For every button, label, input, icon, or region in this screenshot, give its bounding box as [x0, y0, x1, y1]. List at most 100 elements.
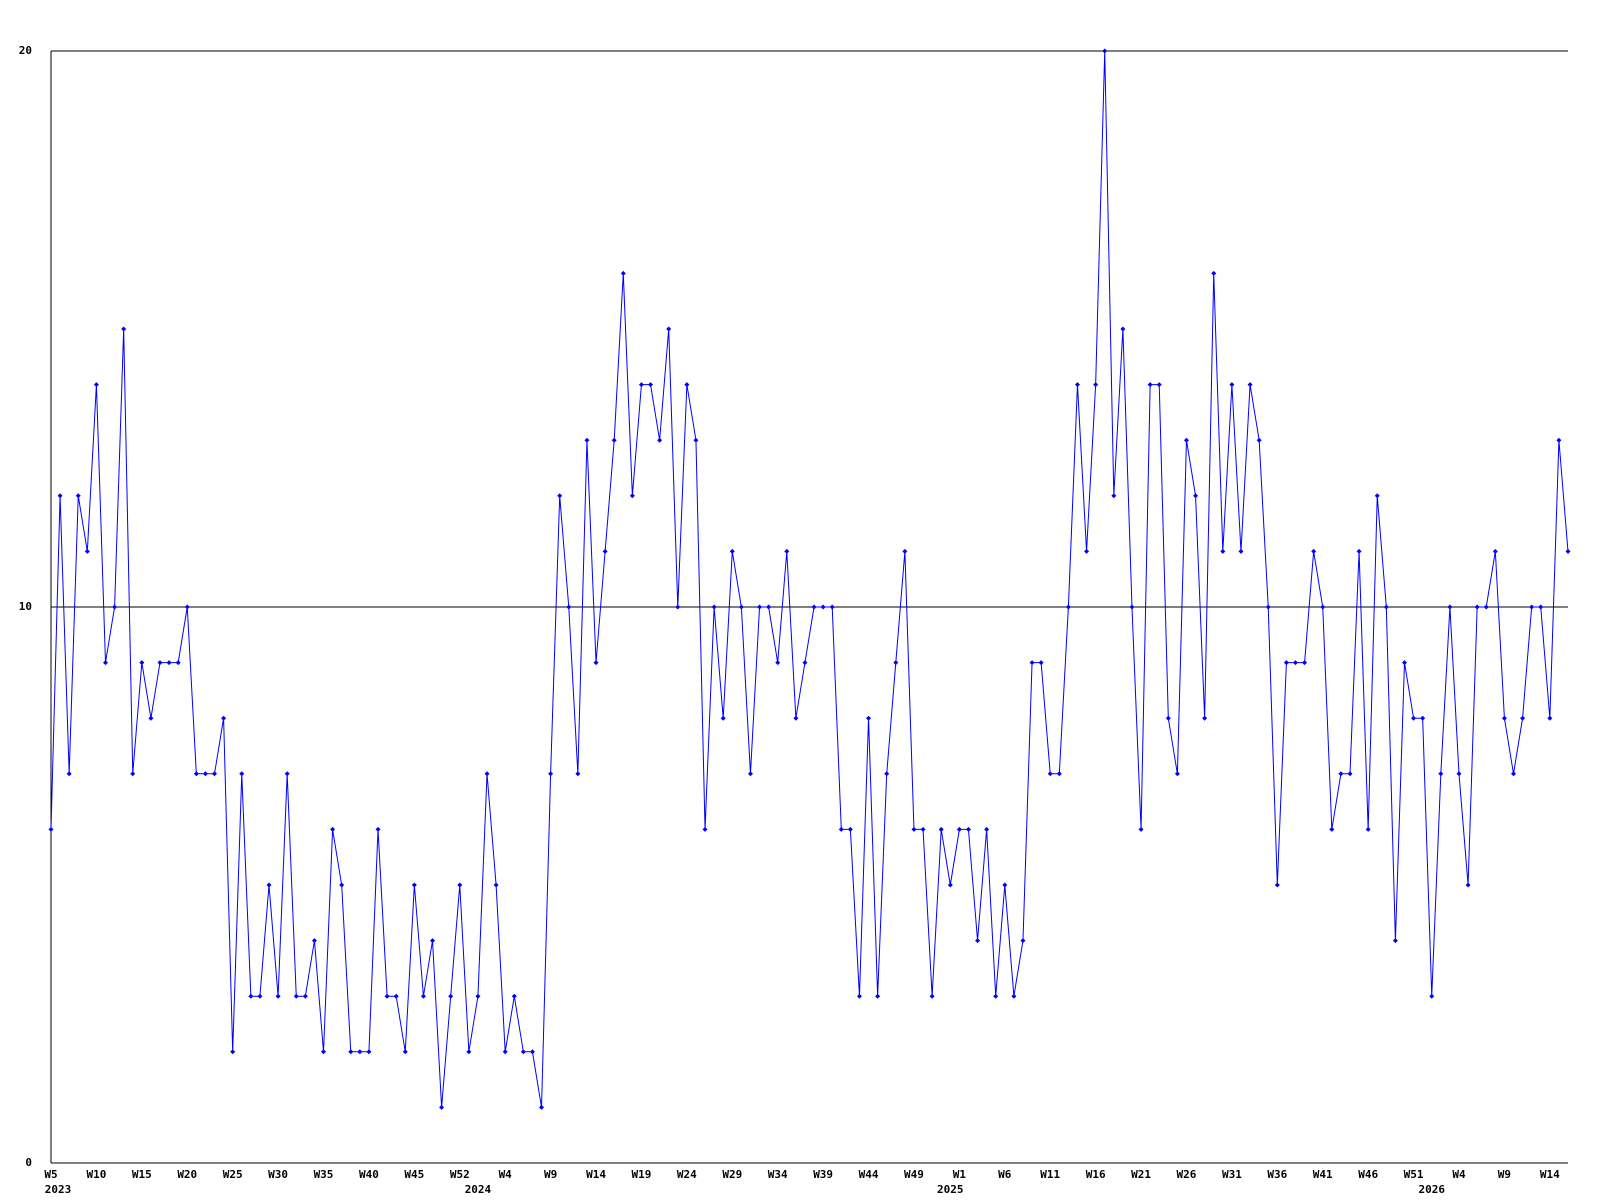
point: [212, 771, 218, 777]
point: [466, 1049, 472, 1055]
point: [675, 604, 681, 610]
point: [1229, 382, 1235, 388]
point: [311, 938, 317, 944]
x-tick-label: W46: [1358, 1168, 1378, 1181]
point: [402, 1049, 408, 1055]
point: [103, 660, 109, 666]
point: [1411, 715, 1417, 721]
point: [593, 660, 599, 666]
point: [802, 660, 808, 666]
point: [702, 826, 708, 832]
x-year-label: 2025: [937, 1183, 964, 1196]
point: [629, 493, 635, 499]
point: [1029, 660, 1035, 666]
point: [375, 826, 381, 832]
x-tick-label: W9: [544, 1168, 557, 1181]
point: [1274, 882, 1280, 888]
point: [738, 604, 744, 610]
x-year-label: 2024: [465, 1183, 492, 1196]
point: [112, 604, 118, 610]
point: [348, 1049, 354, 1055]
point: [520, 1049, 526, 1055]
x-tick-label: W19: [632, 1168, 652, 1181]
point: [1311, 548, 1317, 554]
x-tick-label: W15: [132, 1168, 152, 1181]
point: [866, 715, 872, 721]
point: [1247, 382, 1253, 388]
point: [475, 993, 481, 999]
point: [720, 715, 726, 721]
point: [566, 604, 572, 610]
x-tick-label: W49: [904, 1168, 924, 1181]
point: [1283, 660, 1289, 666]
point: [193, 771, 199, 777]
x-tick-label: W45: [404, 1168, 424, 1181]
point: [539, 1104, 545, 1110]
point: [920, 826, 926, 832]
point: [275, 993, 281, 999]
point: [57, 493, 63, 499]
point: [1256, 437, 1262, 443]
point: [820, 604, 826, 610]
point: [548, 771, 554, 777]
point: [202, 771, 208, 777]
point: [884, 771, 890, 777]
point: [339, 882, 345, 888]
point: [1265, 604, 1271, 610]
point: [711, 604, 717, 610]
x-tick-label: W39: [813, 1168, 833, 1181]
point: [975, 938, 981, 944]
point: [902, 548, 908, 554]
point: [611, 437, 617, 443]
point: [1510, 771, 1516, 777]
point: [1174, 771, 1180, 777]
point: [1547, 715, 1553, 721]
x-tick-label: W14: [586, 1168, 606, 1181]
point: [911, 826, 917, 832]
point: [1529, 604, 1535, 610]
point: [747, 771, 753, 777]
point: [139, 660, 145, 666]
point: [48, 826, 54, 832]
x-tick-label: W26: [1177, 1168, 1197, 1181]
point: [384, 993, 390, 999]
point: [875, 993, 881, 999]
point: [493, 882, 499, 888]
x-tick-label: W9: [1498, 1168, 1511, 1181]
point: [1556, 437, 1562, 443]
x-year-label: 2026: [1418, 1183, 1445, 1196]
y-tick-label: 0: [25, 1156, 32, 1169]
point: [666, 326, 672, 332]
point: [929, 993, 935, 999]
point: [793, 715, 799, 721]
point: [1329, 826, 1335, 832]
point: [93, 382, 99, 388]
point: [157, 660, 163, 666]
point: [1374, 493, 1380, 499]
point: [302, 993, 308, 999]
point: [230, 1049, 236, 1055]
point: [838, 826, 844, 832]
point: [893, 660, 899, 666]
point: [1102, 48, 1108, 54]
point: [657, 437, 663, 443]
x-tick-label: W34: [768, 1168, 788, 1181]
point: [1474, 604, 1480, 610]
point: [1492, 548, 1498, 554]
point: [184, 604, 190, 610]
point: [266, 882, 272, 888]
point: [965, 826, 971, 832]
point: [1538, 604, 1544, 610]
point: [1056, 771, 1062, 777]
x-tick-label: W44: [859, 1168, 879, 1181]
point: [420, 993, 426, 999]
point: [757, 604, 763, 610]
x-tick-label: W30: [268, 1168, 288, 1181]
x-tick-label: W41: [1313, 1168, 1333, 1181]
point: [366, 1049, 372, 1055]
point: [1202, 715, 1208, 721]
point: [75, 493, 81, 499]
point: [1465, 882, 1471, 888]
point: [1501, 715, 1507, 721]
